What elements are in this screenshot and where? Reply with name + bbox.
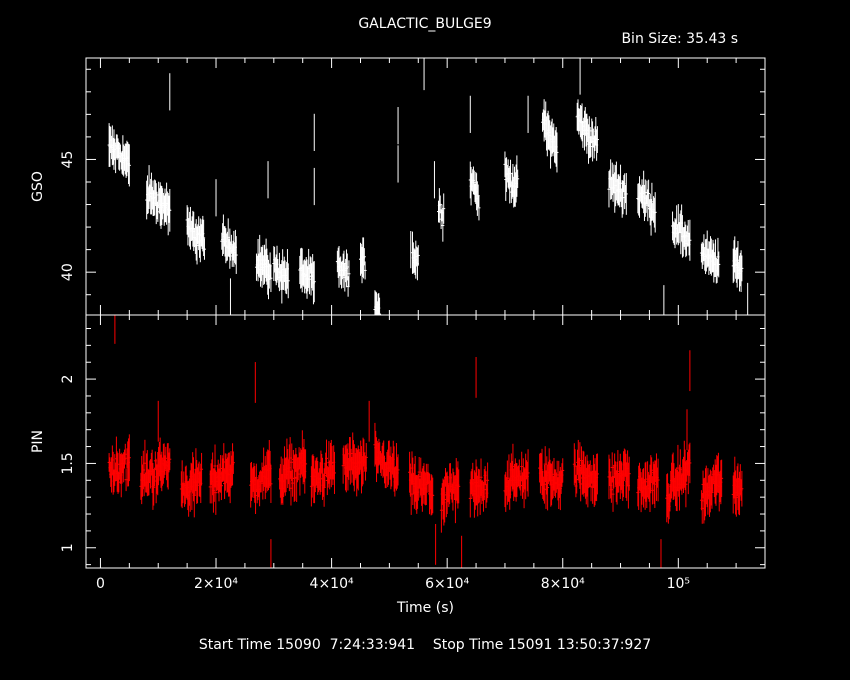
x-tick-label: 0 (96, 576, 105, 592)
y-axis-label: PIN (30, 430, 46, 453)
time-range-footer: Start Time 15090 7:24:33:941 Stop Time 1… (198, 637, 652, 653)
gso-series (107, 58, 749, 315)
x-tick-label: 10⁵ (667, 576, 690, 592)
y-tick-label: 40 (60, 263, 76, 281)
chart-title: GALACTIC_BULGE9 (358, 16, 492, 32)
bin-size-label: Bin Size: 35.43 s (621, 31, 738, 47)
y-tick-label: 45 (60, 151, 76, 169)
y-axis-label: GSO (30, 171, 46, 202)
pin-series (107, 315, 744, 568)
panel-frame (85, 57, 766, 316)
x-tick-label: 6×10⁴ (425, 576, 469, 592)
x-tick-label: 8×10⁴ (541, 576, 585, 592)
y-tick-label: 2 (60, 375, 76, 384)
x-axis-label: Time (s) (396, 600, 454, 616)
y-tick-label: 1 (60, 543, 76, 552)
panel-frame (85, 314, 766, 569)
y-tick-label: 1.5 (60, 452, 76, 474)
x-tick-label: 2×10⁴ (194, 576, 238, 592)
x-tick-label: 4×10⁴ (310, 576, 354, 592)
